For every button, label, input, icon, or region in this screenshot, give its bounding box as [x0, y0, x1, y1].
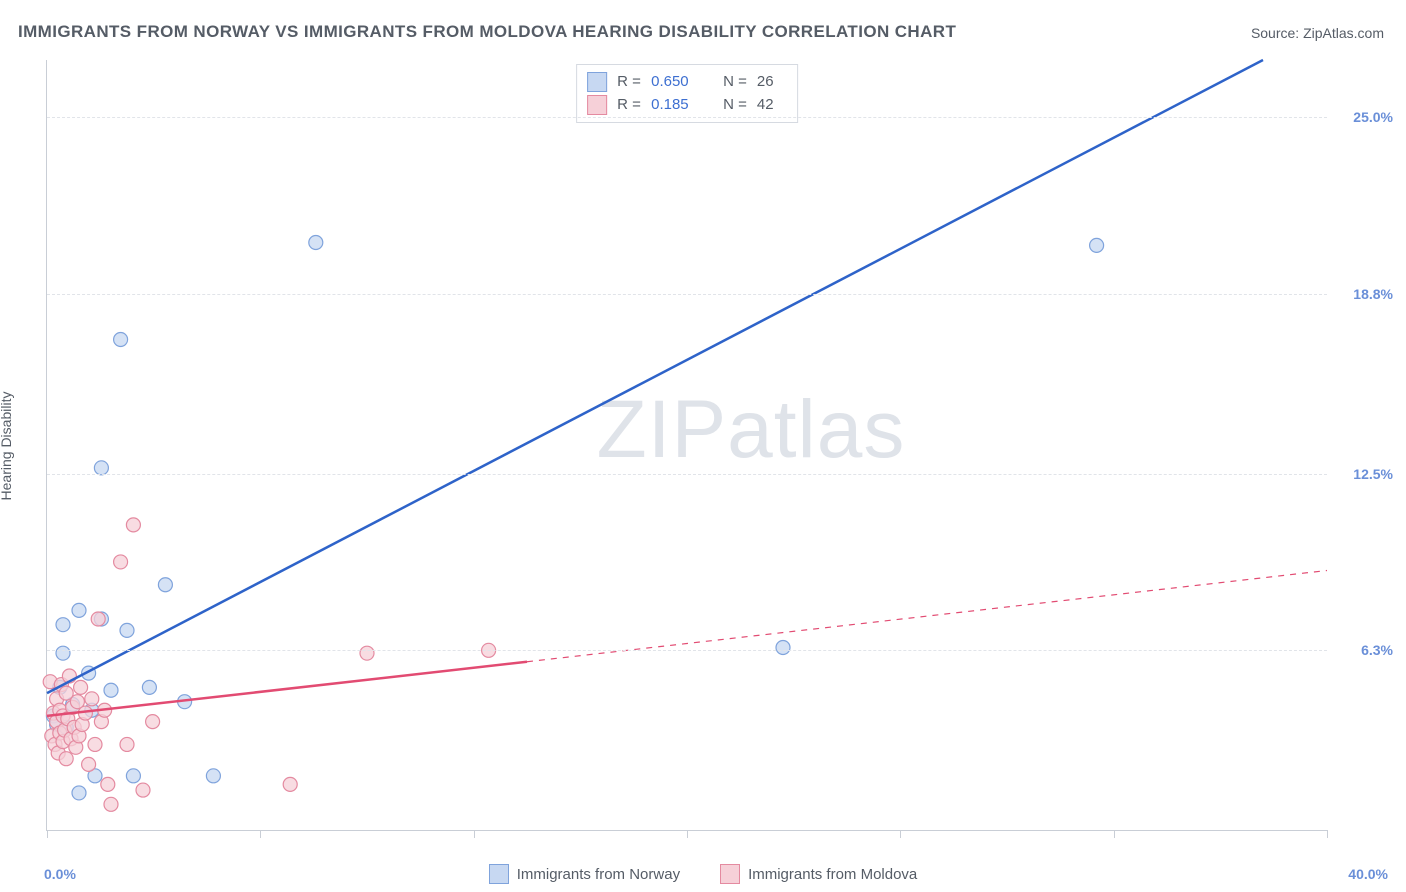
- y-tick-label: 25.0%: [1337, 109, 1393, 125]
- gridline: [47, 117, 1327, 118]
- scatter-point: [74, 680, 88, 694]
- scatter-point: [56, 618, 70, 632]
- legend-swatch: [720, 864, 740, 884]
- scatter-point: [158, 578, 172, 592]
- y-tick-label: 6.3%: [1337, 642, 1393, 658]
- bottom-legend-item: Immigrants from Moldova: [720, 864, 917, 884]
- trend-line-dashed: [527, 570, 1327, 661]
- y-tick-label: 18.8%: [1337, 286, 1393, 302]
- scatter-point: [85, 692, 99, 706]
- x-tick: [900, 830, 901, 838]
- scatter-point: [82, 757, 96, 771]
- scatter-point: [120, 623, 134, 637]
- scatter-point: [283, 777, 297, 791]
- scatter-point: [88, 737, 102, 751]
- gridline: [47, 474, 1327, 475]
- bottom-legend: Immigrants from Norway Immigrants from Mo…: [0, 864, 1406, 884]
- scatter-point: [206, 769, 220, 783]
- scatter-point: [114, 555, 128, 569]
- scatter-point: [126, 769, 140, 783]
- x-tick: [1327, 830, 1328, 838]
- scatter-point: [136, 783, 150, 797]
- x-tick: [260, 830, 261, 838]
- scatter-point: [104, 797, 118, 811]
- gridline: [47, 650, 1327, 651]
- scatter-point: [101, 777, 115, 791]
- scatter-point: [72, 786, 86, 800]
- scatter-point: [126, 518, 140, 532]
- source-credit: Source: ZipAtlas.com: [1251, 25, 1384, 41]
- scatter-point: [1090, 238, 1104, 252]
- scatter-point: [776, 640, 790, 654]
- y-tick-label: 12.5%: [1337, 466, 1393, 482]
- chart-title: IMMIGRANTS FROM NORWAY VS IMMIGRANTS FRO…: [18, 22, 956, 42]
- bottom-legend-item: Immigrants from Norway: [489, 864, 680, 884]
- x-tick: [1114, 830, 1115, 838]
- gridline: [47, 294, 1327, 295]
- scatter-point: [360, 646, 374, 660]
- scatter-point: [309, 236, 323, 250]
- trend-line: [47, 662, 527, 716]
- scatter-point: [72, 603, 86, 617]
- scatter-point: [56, 646, 70, 660]
- scatter-point: [120, 737, 134, 751]
- chart-svg: [47, 60, 1327, 830]
- scatter-point: [104, 683, 118, 697]
- x-tick: [47, 830, 48, 838]
- source-prefix: Source:: [1251, 25, 1303, 41]
- scatter-point: [91, 612, 105, 626]
- legend-label: Immigrants from Moldova: [748, 866, 917, 883]
- x-tick: [474, 830, 475, 838]
- scatter-point: [146, 715, 160, 729]
- source-link[interactable]: ZipAtlas.com: [1303, 25, 1384, 41]
- legend-label: Immigrants from Norway: [517, 866, 680, 883]
- scatter-point: [142, 680, 156, 694]
- scatter-point: [59, 752, 73, 766]
- chart-plot-area: ZIPatlas R =0.650N =26R =0.185N =42 6.3%…: [46, 60, 1327, 831]
- y-axis-label: Hearing Disability: [0, 392, 14, 501]
- scatter-point: [114, 332, 128, 346]
- x-tick: [687, 830, 688, 838]
- legend-swatch: [489, 864, 509, 884]
